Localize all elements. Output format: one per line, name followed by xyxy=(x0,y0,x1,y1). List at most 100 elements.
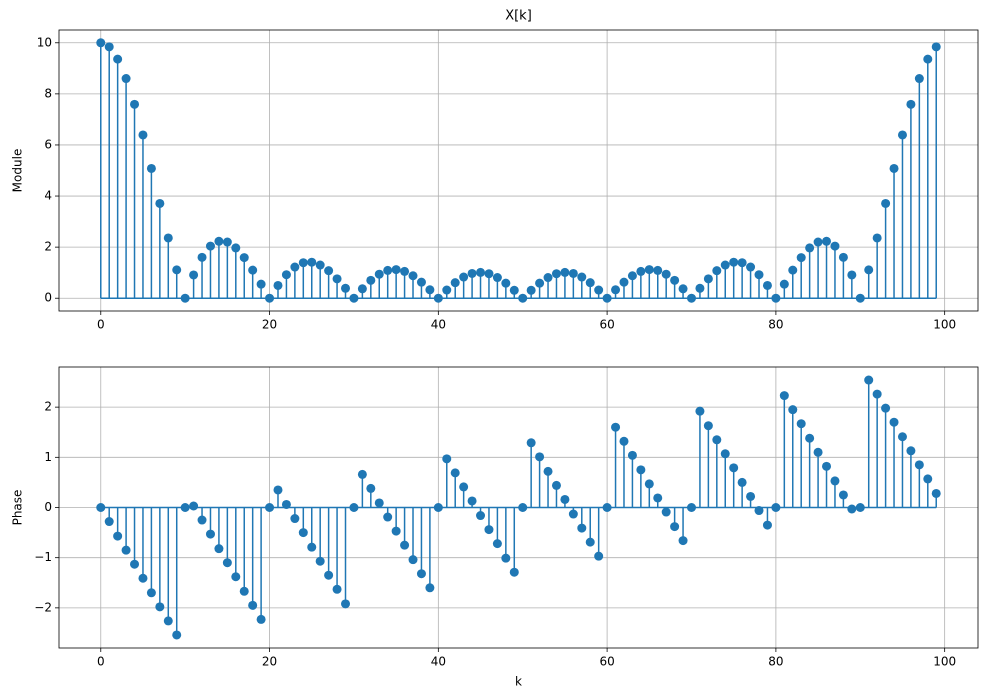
marker xyxy=(163,233,173,243)
marker xyxy=(391,526,401,536)
x-tick-label: 80 xyxy=(768,318,783,332)
y-tick-label: 6 xyxy=(44,137,52,151)
marker xyxy=(729,257,739,267)
marker xyxy=(847,270,857,280)
marker xyxy=(754,270,764,280)
marker xyxy=(400,540,410,550)
marker xyxy=(855,503,865,512)
marker xyxy=(256,614,266,624)
marker xyxy=(813,237,823,247)
marker xyxy=(611,285,621,295)
marker xyxy=(290,514,300,524)
marker xyxy=(543,466,553,476)
marker xyxy=(585,278,595,288)
marker xyxy=(678,284,688,294)
marker xyxy=(746,491,756,501)
marker xyxy=(307,257,317,267)
marker xyxy=(400,266,410,276)
marker xyxy=(189,501,199,511)
marker xyxy=(357,284,367,294)
y-tick-label: 4 xyxy=(44,189,52,203)
marker xyxy=(855,293,865,303)
marker xyxy=(906,99,916,109)
y-tick-label: 8 xyxy=(44,86,52,100)
marker xyxy=(357,469,367,479)
marker xyxy=(872,389,882,399)
marker xyxy=(146,588,156,598)
marker xyxy=(779,279,789,289)
marker xyxy=(568,268,578,278)
x-tick-label: 100 xyxy=(933,318,956,332)
marker xyxy=(442,285,452,295)
marker xyxy=(703,421,713,431)
marker xyxy=(830,476,840,486)
marker xyxy=(619,436,629,446)
x-tick-label: 100 xyxy=(933,655,956,669)
marker xyxy=(805,243,815,253)
marker xyxy=(416,569,426,579)
marker xyxy=(366,275,376,285)
marker xyxy=(484,525,494,535)
marker xyxy=(771,503,781,512)
marker xyxy=(670,522,680,532)
x-tick-label: 40 xyxy=(431,655,446,669)
marker xyxy=(265,503,275,512)
marker xyxy=(830,241,840,251)
marker xyxy=(771,293,781,303)
marker xyxy=(104,517,114,527)
marker xyxy=(754,506,764,516)
marker xyxy=(872,233,882,243)
marker xyxy=(121,74,131,84)
marker xyxy=(788,405,798,415)
marker xyxy=(391,265,401,275)
marker xyxy=(577,523,587,533)
y-tick-label: 10 xyxy=(37,35,52,49)
marker xyxy=(163,616,173,626)
marker xyxy=(172,630,182,640)
marker xyxy=(636,465,646,475)
marker xyxy=(644,479,654,489)
marker xyxy=(695,283,705,293)
y-tick-label: 0 xyxy=(44,500,52,514)
marker xyxy=(897,432,907,442)
marker xyxy=(349,293,359,303)
x-tick-label: 20 xyxy=(262,318,277,332)
marker xyxy=(205,241,215,251)
marker xyxy=(788,265,798,275)
x-axis-label: k xyxy=(515,675,522,689)
marker xyxy=(543,273,553,283)
marker xyxy=(476,511,486,521)
marker xyxy=(214,236,224,246)
x-tick-label: 60 xyxy=(599,655,614,669)
y-tick-label: 2 xyxy=(44,400,52,414)
marker xyxy=(864,265,874,275)
marker xyxy=(416,277,426,287)
marker xyxy=(332,584,342,594)
y-tick-label: 2 xyxy=(44,240,52,254)
marker xyxy=(492,273,502,283)
marker xyxy=(729,463,739,473)
marker xyxy=(366,483,376,493)
marker xyxy=(805,433,815,443)
marker xyxy=(138,130,148,140)
marker xyxy=(838,252,848,262)
marker xyxy=(838,490,848,500)
marker xyxy=(222,558,232,568)
marker xyxy=(256,279,266,289)
marker xyxy=(703,274,713,284)
marker xyxy=(627,450,637,460)
marker xyxy=(585,537,595,547)
marker xyxy=(813,447,823,457)
marker xyxy=(180,503,190,512)
marker xyxy=(315,556,325,566)
marker xyxy=(484,269,494,279)
marker xyxy=(231,572,241,582)
x-tick-label: 0 xyxy=(97,318,105,332)
marker xyxy=(248,265,258,275)
marker xyxy=(712,435,722,445)
marker xyxy=(113,531,123,541)
marker xyxy=(720,449,730,459)
marker xyxy=(695,406,705,416)
marker xyxy=(450,468,460,478)
